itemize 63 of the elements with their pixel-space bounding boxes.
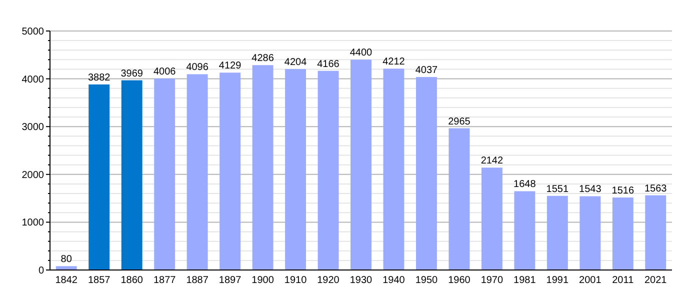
bar <box>645 195 666 270</box>
x-tick-label: 1877 <box>153 275 176 286</box>
x-tick-label: 1910 <box>284 275 308 286</box>
y-tick-label: 4000 <box>22 74 44 86</box>
bar <box>383 68 404 270</box>
bar <box>546 196 568 270</box>
data-label: 1516 <box>612 186 634 197</box>
bar <box>481 168 502 270</box>
y-tick-label: 3000 <box>22 122 44 134</box>
data-label: 1563 <box>644 183 668 194</box>
x-tick-label: 1900 <box>252 275 274 286</box>
data-label: 4286 <box>252 53 274 64</box>
data-label: 1543 <box>579 184 602 196</box>
data-label: 4166 <box>317 58 340 70</box>
x-tick-label: 1887 <box>186 275 209 286</box>
data-label: 4212 <box>382 56 406 68</box>
x-tick-label: 1842 <box>55 275 78 286</box>
bar <box>580 196 601 270</box>
bar <box>220 72 241 270</box>
x-tick-label: 1950 <box>415 275 438 286</box>
x-tick-label: 1991 <box>546 275 569 286</box>
x-tick-label: 2011 <box>612 275 634 286</box>
data-label: 4037 <box>415 65 438 76</box>
data-label: 1551 <box>546 184 569 195</box>
data-label: 4096 <box>186 62 209 74</box>
data-label: 4006 <box>153 66 176 78</box>
data-label: 3969 <box>120 68 144 80</box>
data-label: 1648 <box>514 179 536 190</box>
x-tick-label: 1860 <box>120 275 144 286</box>
y-tick-label: 2000 <box>22 170 44 181</box>
data-label: 2965 <box>448 116 471 128</box>
x-tick-label: 1970 <box>480 275 504 286</box>
data-label: 4400 <box>350 48 373 59</box>
x-tick-label: 1981 <box>514 275 536 286</box>
bar <box>416 77 437 270</box>
data-label: 3882 <box>88 72 111 84</box>
y-tick-label: 0 <box>38 266 44 276</box>
bar <box>186 74 208 270</box>
y-tick-label: 1000 <box>22 218 44 229</box>
bar <box>350 60 372 270</box>
x-tick-label: 2021 <box>644 275 668 286</box>
bar <box>252 65 274 270</box>
bar <box>56 266 77 270</box>
bar <box>612 198 634 270</box>
bar <box>285 69 306 270</box>
x-tick-label: 1930 <box>350 275 373 286</box>
data-label: 2142 <box>480 156 504 167</box>
bar <box>318 70 339 270</box>
data-label: 4204 <box>284 57 308 68</box>
bar <box>448 128 470 270</box>
y-tick-label: 5000 <box>22 26 44 38</box>
bar <box>121 80 142 270</box>
bar <box>514 191 536 270</box>
bar <box>154 78 176 270</box>
data-label: 4129 <box>218 60 242 72</box>
x-tick-label: 1857 <box>88 275 111 286</box>
bar <box>88 84 110 270</box>
x-tick-label: 1940 <box>382 275 406 286</box>
x-tick-label: 1897 <box>218 275 242 286</box>
x-tick-label: 2001 <box>579 275 602 286</box>
data-label: 80 <box>60 254 72 266</box>
x-tick-label: 1920 <box>317 275 340 286</box>
x-tick-label: 1960 <box>448 275 471 286</box>
